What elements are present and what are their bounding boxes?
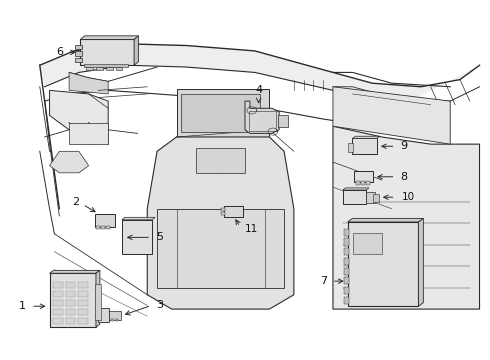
Bar	[366, 181, 369, 185]
Bar	[78, 309, 88, 315]
Polygon shape	[80, 36, 139, 40]
Bar	[53, 291, 63, 297]
Bar	[122, 220, 152, 254]
Polygon shape	[122, 217, 155, 220]
Bar	[361, 181, 365, 185]
Bar	[96, 284, 101, 320]
Polygon shape	[49, 270, 100, 273]
Bar	[224, 206, 243, 217]
Bar	[116, 319, 119, 321]
Polygon shape	[147, 137, 294, 309]
Bar	[343, 190, 366, 204]
Bar	[196, 148, 245, 173]
Polygon shape	[40, 44, 480, 101]
Bar	[98, 308, 109, 321]
Bar	[86, 67, 93, 70]
Bar	[111, 319, 114, 321]
Bar	[106, 67, 113, 70]
Bar	[347, 143, 353, 152]
Polygon shape	[69, 123, 108, 144]
Polygon shape	[418, 219, 423, 306]
Bar	[75, 51, 82, 56]
Bar	[75, 45, 82, 49]
Polygon shape	[333, 126, 480, 309]
Text: 4: 4	[255, 85, 262, 95]
Polygon shape	[333, 87, 450, 144]
Bar	[78, 291, 88, 297]
Text: 5: 5	[156, 232, 163, 242]
Text: 9: 9	[400, 141, 408, 151]
Bar	[78, 300, 88, 306]
Text: 1: 1	[19, 301, 26, 311]
Text: 7: 7	[320, 276, 327, 286]
Text: 10: 10	[401, 192, 415, 202]
Bar	[343, 287, 348, 294]
Bar	[356, 181, 360, 185]
Bar	[343, 297, 348, 304]
Bar	[101, 226, 105, 229]
Bar	[220, 212, 225, 215]
Bar	[106, 226, 110, 229]
Text: 6: 6	[56, 47, 63, 57]
Bar	[343, 248, 348, 255]
Bar	[373, 194, 379, 202]
Bar	[352, 138, 377, 154]
Bar	[343, 267, 348, 275]
Text: 8: 8	[400, 172, 408, 182]
Bar	[343, 238, 348, 246]
Bar	[249, 111, 276, 131]
Bar	[116, 67, 122, 70]
Polygon shape	[49, 90, 108, 137]
Bar	[109, 311, 121, 320]
Bar	[343, 258, 348, 265]
Polygon shape	[352, 136, 380, 138]
Bar	[66, 300, 75, 306]
Bar	[75, 58, 82, 62]
Bar	[66, 309, 75, 315]
Bar	[66, 318, 75, 324]
Bar	[354, 171, 373, 182]
Bar	[343, 277, 348, 284]
Bar	[53, 300, 63, 306]
Bar	[78, 282, 88, 288]
Bar	[278, 116, 288, 127]
Bar	[343, 229, 348, 236]
Text: 2: 2	[72, 197, 79, 207]
Bar	[95, 215, 115, 226]
Bar	[347, 222, 418, 306]
Bar	[53, 282, 63, 288]
Bar	[96, 67, 103, 70]
Polygon shape	[245, 101, 279, 134]
Bar	[66, 282, 75, 288]
Bar	[84, 64, 128, 67]
Polygon shape	[69, 72, 108, 94]
Bar	[366, 192, 375, 203]
Bar	[97, 226, 100, 229]
Bar	[157, 209, 284, 288]
Bar	[66, 291, 75, 297]
Bar	[80, 40, 134, 65]
Polygon shape	[134, 36, 139, 65]
Text: 3: 3	[156, 300, 163, 310]
Bar	[49, 273, 96, 327]
Bar	[220, 208, 225, 211]
Bar	[181, 94, 260, 132]
Polygon shape	[343, 188, 369, 190]
Text: 11: 11	[245, 225, 258, 234]
Bar	[176, 89, 270, 137]
Polygon shape	[347, 219, 423, 222]
Polygon shape	[96, 270, 100, 327]
Bar	[53, 309, 63, 315]
Polygon shape	[49, 151, 89, 173]
Bar	[353, 233, 382, 253]
Bar	[78, 318, 88, 324]
Bar	[53, 318, 63, 324]
